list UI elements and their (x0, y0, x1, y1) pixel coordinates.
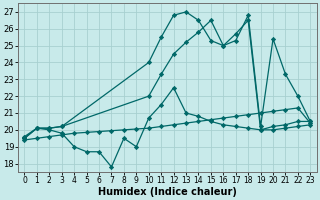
X-axis label: Humidex (Indice chaleur): Humidex (Indice chaleur) (98, 187, 237, 197)
